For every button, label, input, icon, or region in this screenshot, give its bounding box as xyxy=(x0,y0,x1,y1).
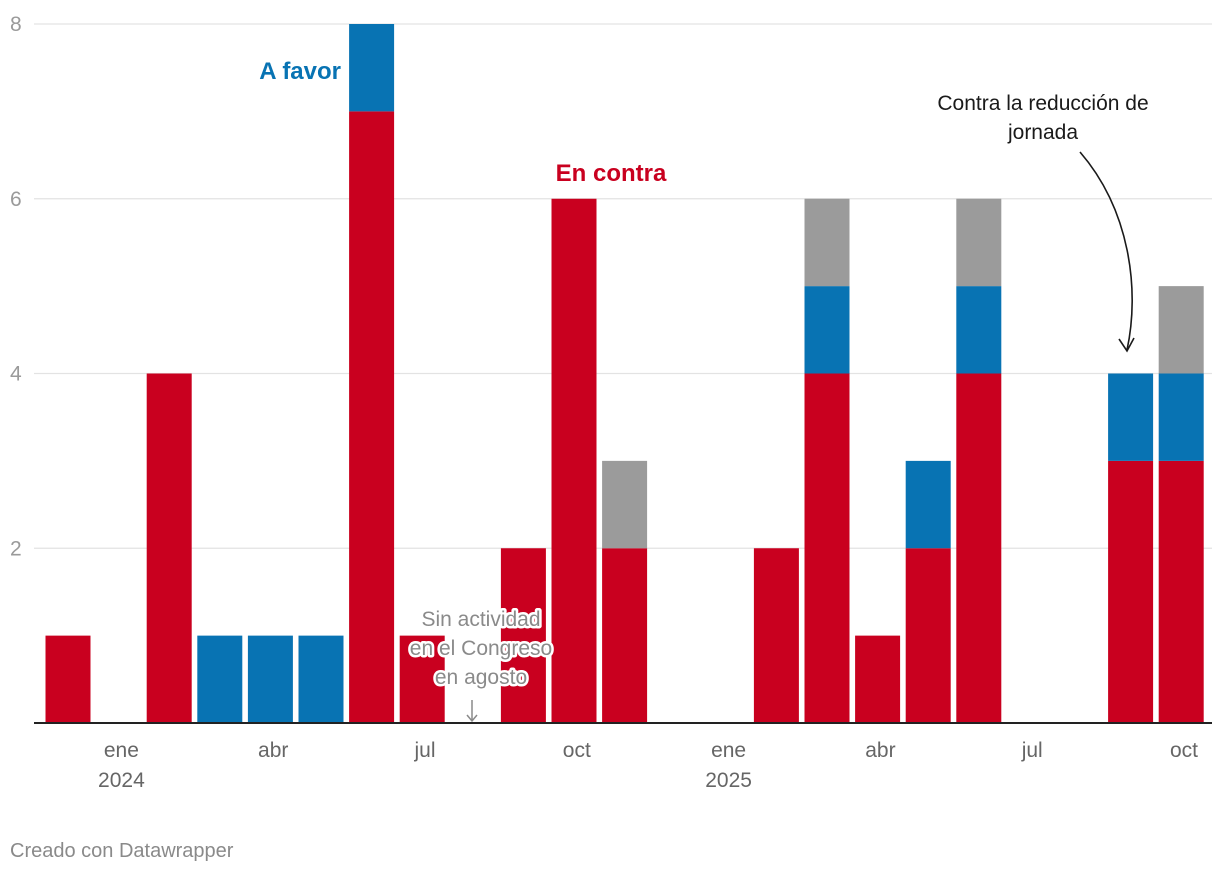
y-tick-label: 2 xyxy=(10,537,22,560)
bar-segment xyxy=(804,286,850,374)
x-tick-label: abr xyxy=(258,739,288,762)
bar-segment xyxy=(551,198,597,723)
bar-segment xyxy=(905,548,951,723)
bar-segment xyxy=(500,548,546,723)
x-tick-year-label: 2025 xyxy=(705,769,752,792)
chart: 2 4 6 8 ene 2024 abr jul oct ene 2025 abr jul oct A f… xyxy=(10,13,1212,792)
bar-segment xyxy=(1108,373,1154,461)
annotation-jornada-arrow xyxy=(1079,151,1133,351)
bar-segment xyxy=(602,548,648,723)
label-en-contra: En contra xyxy=(556,160,667,187)
y-tick-label: 6 xyxy=(10,188,22,211)
bar-segment xyxy=(399,635,445,723)
x-tick-label: jul xyxy=(413,739,435,762)
annotation-jornada-line: jornada xyxy=(1007,121,1078,144)
x-tick-label: ene xyxy=(104,739,139,762)
bar-segment xyxy=(298,635,344,723)
annotation-agosto-line: Sin actividad xyxy=(421,608,540,631)
bar-segment xyxy=(146,373,192,723)
bar-segment xyxy=(1108,460,1154,723)
annotation-jornada-arrowhead xyxy=(1118,337,1135,353)
bar-segment xyxy=(956,373,1002,723)
bar-segment xyxy=(753,548,799,723)
x-tick-label: abr xyxy=(865,739,895,762)
x-tick-label: jul xyxy=(1021,739,1043,762)
bar-segment xyxy=(804,373,850,723)
y-tick-label: 4 xyxy=(10,363,22,386)
bars xyxy=(45,24,1204,723)
footer-credit: Creado con Datawrapper xyxy=(10,840,234,862)
annotation-agosto-arrow xyxy=(466,700,478,723)
bar-segment xyxy=(45,635,91,723)
bar-segment xyxy=(1158,373,1204,461)
annotation-agosto-line: en el Congreso xyxy=(410,637,552,660)
x-tick-label: oct xyxy=(1170,739,1198,762)
bar-segment xyxy=(855,635,901,723)
x-tick-year-label: 2024 xyxy=(98,769,145,792)
bar-segment xyxy=(956,198,1002,287)
bar-segment xyxy=(247,635,293,723)
axes: 2 4 6 8 ene 2024 abr jul oct ene 2025 abr jul oct xyxy=(10,13,1212,792)
x-tick-label: oct xyxy=(563,739,591,762)
bar-segment xyxy=(956,286,1002,374)
y-tick-label: 8 xyxy=(10,13,22,36)
annotation-jornada-line: Contra la reducción de xyxy=(937,92,1148,115)
bar-segment xyxy=(1158,286,1204,374)
bar-segment xyxy=(349,111,395,723)
annotation-agosto-line: en agosto xyxy=(435,666,527,689)
bar-segment xyxy=(804,198,850,287)
bar-segment xyxy=(905,460,951,549)
x-tick-label: ene xyxy=(711,739,746,762)
bar-segment xyxy=(602,460,648,549)
annotations: A favor En contra Sin actividad en el Congr… xyxy=(259,58,1149,723)
bar-segment xyxy=(1158,460,1204,723)
bar-segment xyxy=(197,635,243,723)
label-a-favor: A favor xyxy=(259,58,341,85)
bar-segment xyxy=(349,24,395,112)
